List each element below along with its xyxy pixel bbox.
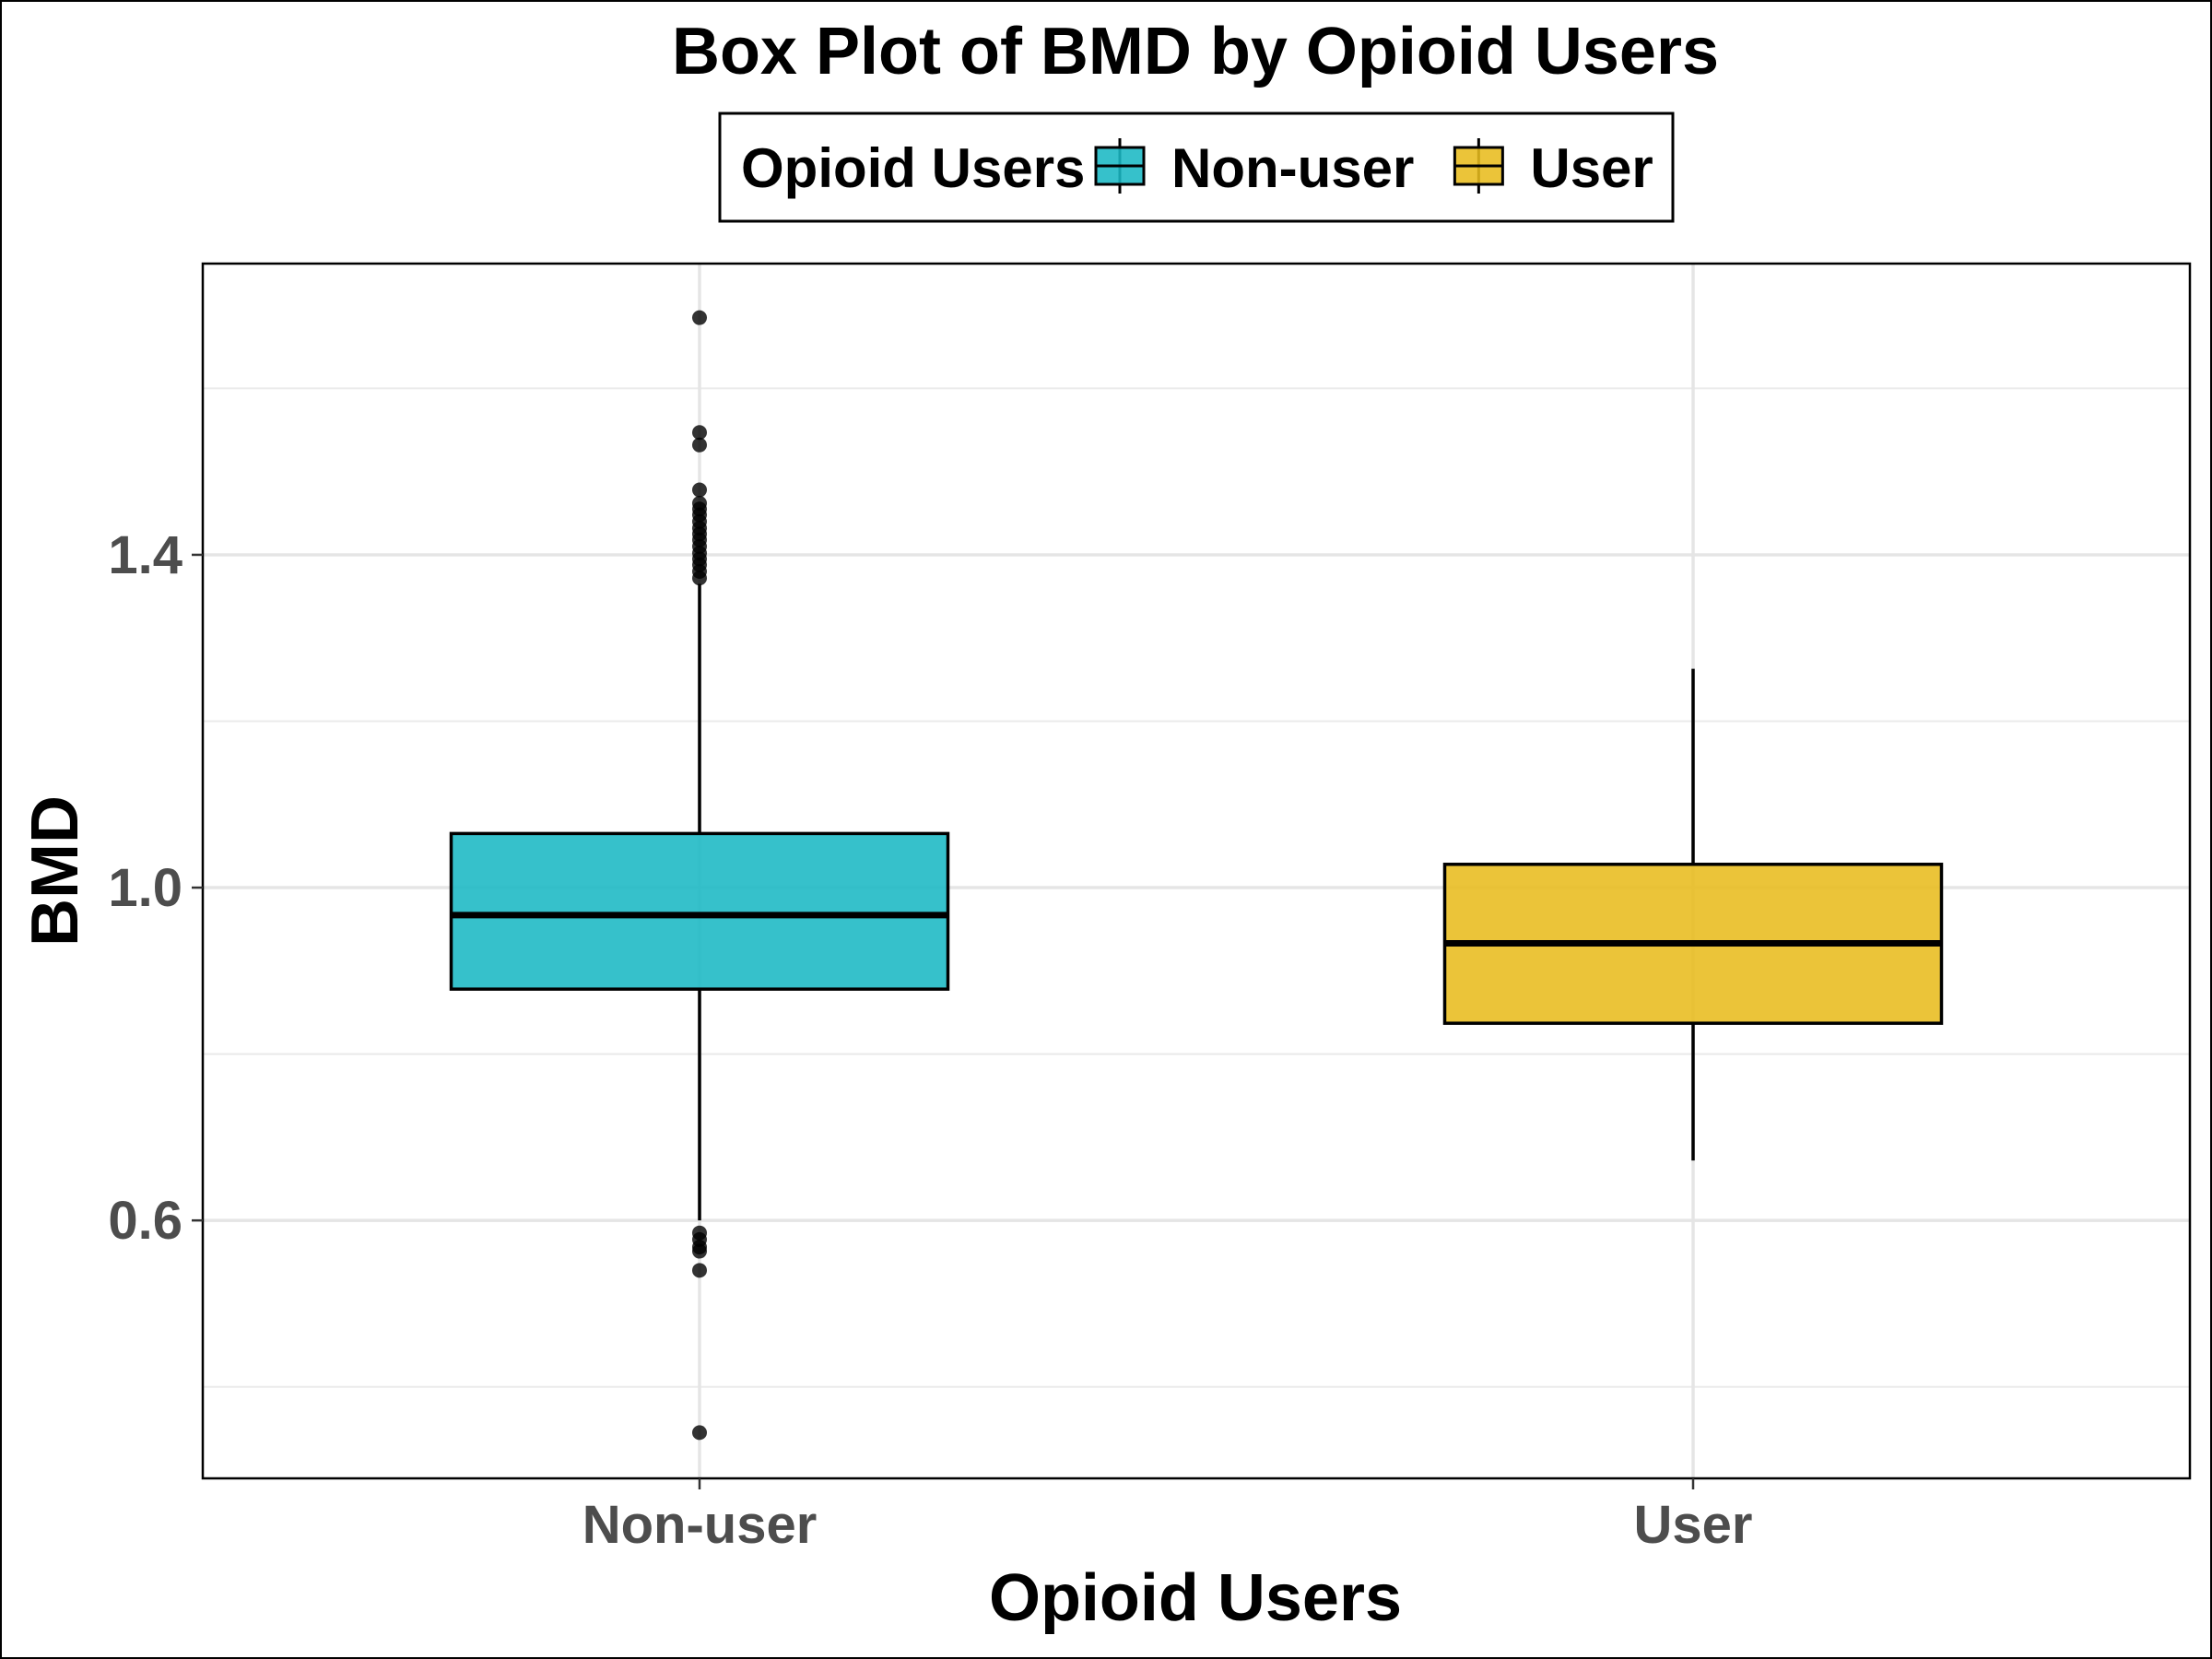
outlier-point bbox=[692, 425, 707, 441]
y-axis-label: BMD bbox=[18, 795, 92, 947]
box-non-user bbox=[449, 310, 950, 1441]
legend-items: Non-user User bbox=[1094, 137, 1653, 199]
x-tick-label: Non-user bbox=[582, 1495, 818, 1555]
box-series bbox=[449, 310, 1944, 1441]
x-axis-ticks: Non-user User bbox=[582, 1478, 1753, 1555]
plot-border bbox=[201, 262, 2192, 1480]
x-tick-label: User bbox=[1634, 1495, 1753, 1555]
legend-box bbox=[718, 112, 1675, 223]
legend-item-user: User bbox=[1453, 137, 1653, 199]
outlier-point bbox=[692, 1243, 707, 1259]
y-tick-label: 1.4 bbox=[108, 525, 182, 585]
box-iqr bbox=[449, 831, 950, 991]
legend-item-non-user: Non-user bbox=[1094, 137, 1414, 199]
legend-label: User bbox=[1530, 137, 1653, 199]
outlier-point bbox=[692, 571, 707, 586]
legend-label: Non-user bbox=[1171, 137, 1414, 199]
outlier-point bbox=[692, 1425, 707, 1441]
outlier-point bbox=[692, 1263, 707, 1278]
outlier-point bbox=[692, 310, 707, 325]
outlier-point bbox=[692, 437, 707, 453]
outlier-point bbox=[692, 482, 707, 498]
legend-title: Opioid Users bbox=[741, 137, 1085, 199]
y-axis-ticks: 0.6 1.0 1.4 bbox=[108, 525, 203, 1251]
x-axis-label: Opioid Users bbox=[989, 1561, 1402, 1635]
y-tick-label: 0.6 bbox=[108, 1191, 182, 1251]
chart-title: Box Plot of BMD by Opioid Users bbox=[672, 15, 1719, 88]
legend: Opioid Users Non-user User bbox=[718, 112, 1675, 223]
box-user bbox=[1442, 668, 1944, 1161]
y-tick-label: 1.0 bbox=[108, 858, 182, 918]
